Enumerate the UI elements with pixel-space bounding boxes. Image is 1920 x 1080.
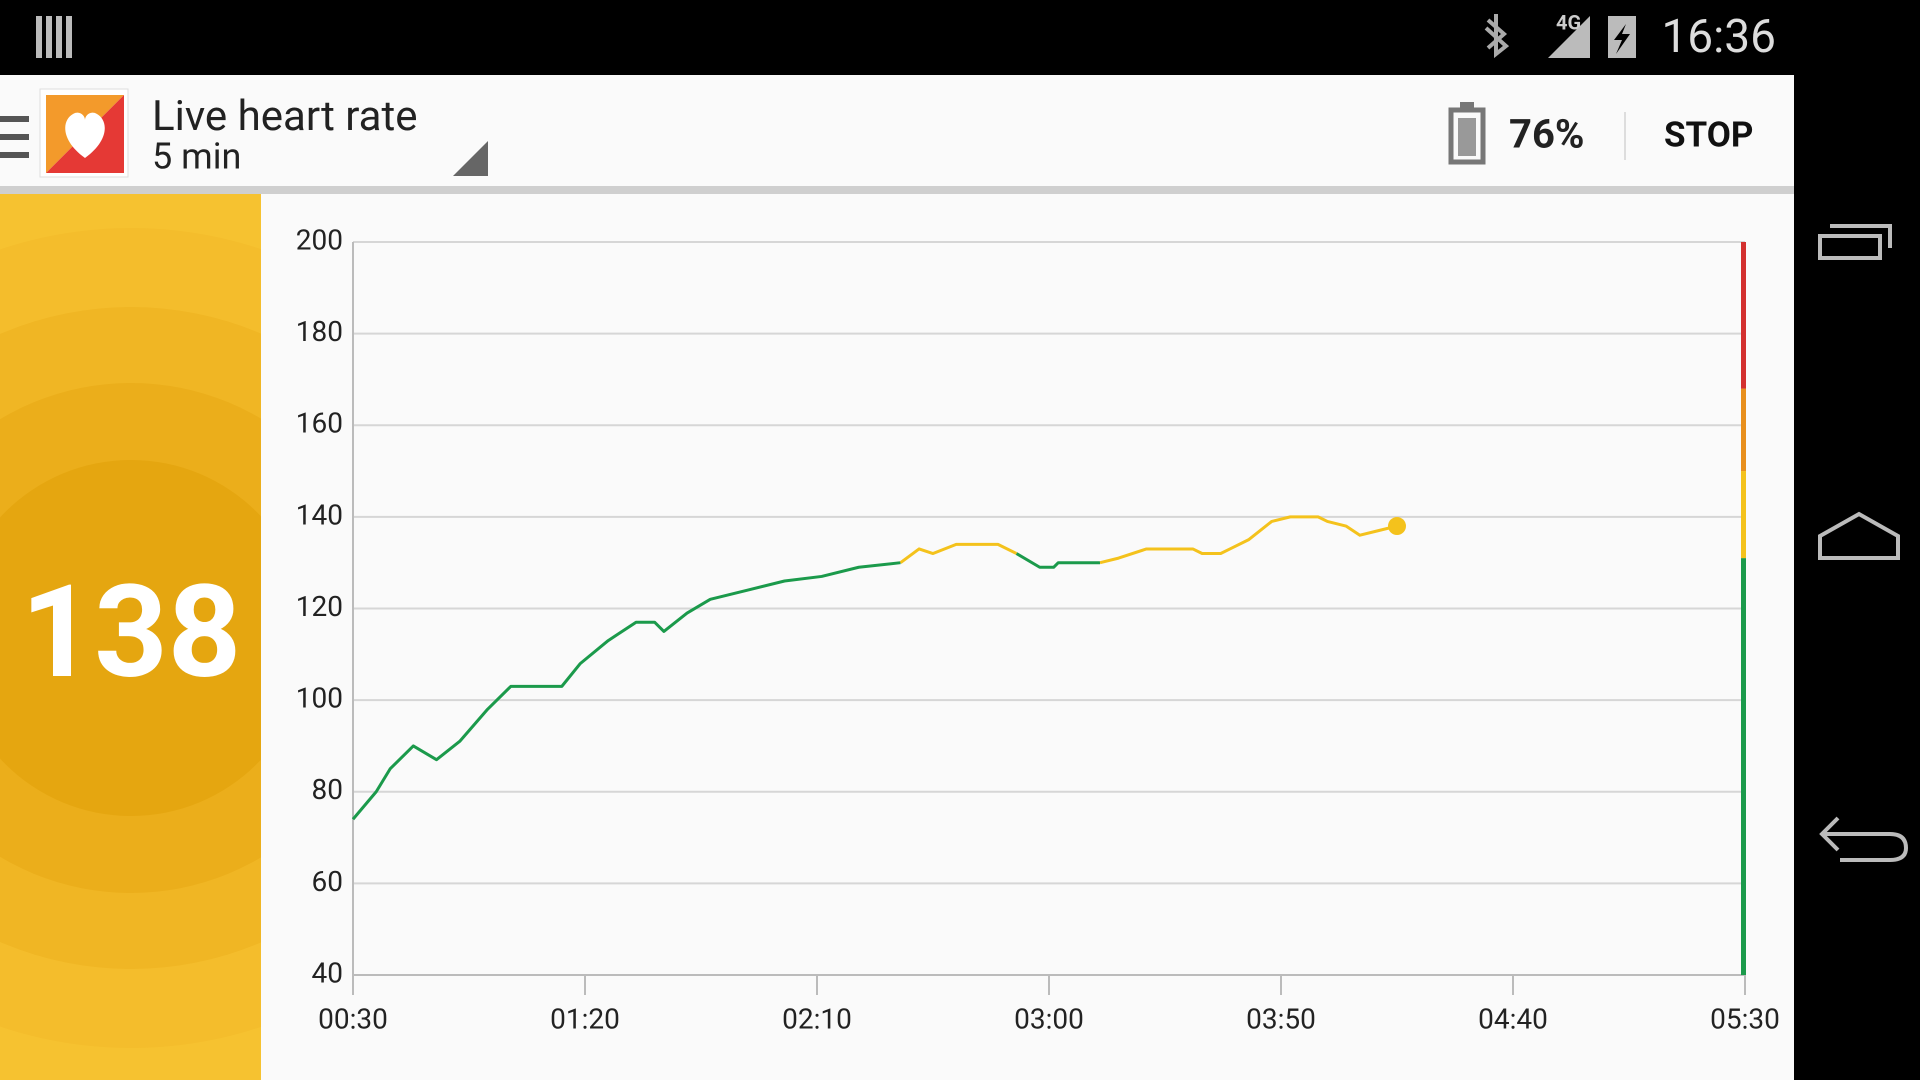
recents-button[interactable] [1818,224,1892,260]
zone-bar [1741,242,1746,389]
y-tick-label: 180 [296,315,343,348]
x-tick-label: 03:00 [1014,1002,1084,1035]
x-tick-label: 03:50 [1246,1002,1316,1035]
battery-icon [1448,102,1486,165]
x-tick-label: 04:40 [1478,1002,1548,1035]
y-tick-label: 40 [312,956,343,989]
x-tick-label: 01:20 [550,1002,620,1035]
home-button[interactable] [1818,511,1900,560]
chart [261,194,1794,1080]
zone-bar [1741,471,1746,559]
dropdown-button[interactable] [453,141,488,176]
notification-icon [36,16,72,58]
y-tick-label: 80 [312,773,343,806]
app-bar [0,75,1794,186]
current-point [1388,517,1406,536]
y-tick-label: 120 [296,590,343,623]
heart-rate-line [1099,515,1398,565]
back-button[interactable] [1819,816,1909,862]
app-bar-divider [0,186,1794,194]
app-icon [39,88,129,178]
heart-rate-line [1015,552,1101,569]
y-tick-label: 200 [296,223,343,256]
signal-icon [1548,16,1590,58]
menu-button[interactable] [0,116,29,158]
nav-bar [1794,75,1920,1080]
y-tick-label: 60 [312,865,343,898]
heart-rate-line [899,542,1018,564]
chart-plot: 40 60 80 100 120 140 160 180 200 00:30 01:20 02:10 0… [296,223,1780,1035]
zone-bar [1741,388,1746,472]
x-tick-label: 05:30 [1710,1002,1780,1035]
bluetooth-icon [1484,14,1510,59]
current-heart-rate: 138 [21,558,241,708]
y-tick-label: 140 [296,498,343,531]
battery-level: 76% [1509,111,1584,158]
clock: 16:36 [1661,10,1776,64]
y-tick-label: 160 [296,407,343,440]
status-bar [0,0,1920,75]
app-title: Live heart rate [152,92,418,141]
charge-bolt [1614,24,1630,54]
y-tick-label: 100 [296,682,343,715]
x-tick-label: 00:30 [318,1002,388,1035]
pulse-rings [0,228,261,1048]
zone-bar [1741,558,1746,975]
app-subtitle: 5 min [152,136,241,178]
heart-rate-line [351,561,901,821]
x-tick-label: 02:10 [782,1002,852,1035]
stop-button[interactable]: STOP [1664,114,1753,155]
